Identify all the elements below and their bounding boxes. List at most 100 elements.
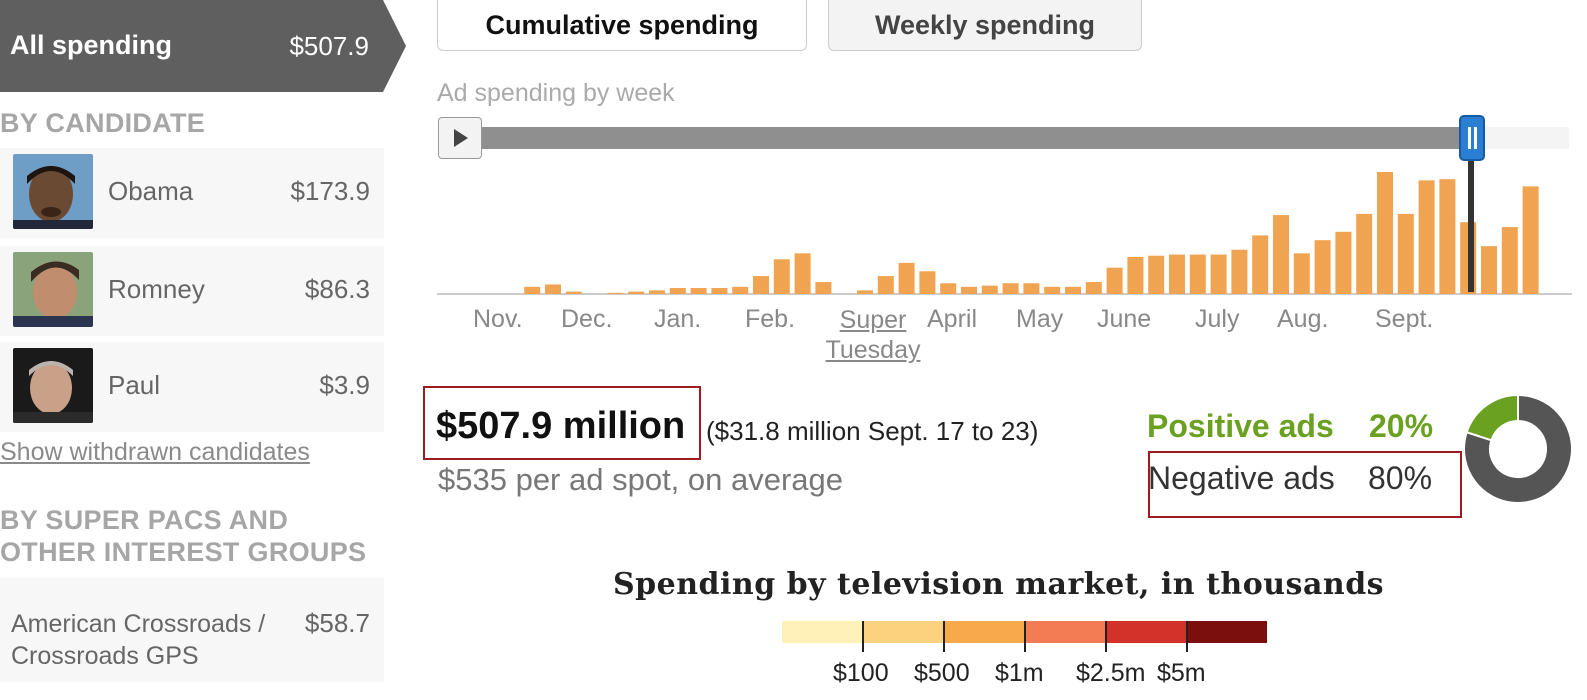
candidate-amount: $86.3 — [304, 274, 370, 304]
x-label-may: May — [1016, 305, 1064, 333]
tab-weekly-spending[interactable]: Weekly spending — [828, 0, 1142, 51]
week-bar — [1189, 254, 1206, 294]
week-bar — [690, 288, 707, 294]
week-bar — [1418, 180, 1435, 294]
candidate-name: Paul — [108, 370, 161, 400]
x-label-super-tuesday[interactable]: Super Tuesday — [825, 306, 921, 364]
group-amount: $58.7 — [304, 608, 370, 638]
legend-label: $500 — [914, 659, 970, 687]
candidate-row-paul[interactable]: Paul $3.9 — [0, 342, 384, 432]
all-spending-amount: $507.9 — [289, 31, 369, 61]
week-bar — [1023, 283, 1040, 294]
timeline-cursor — [1468, 160, 1474, 292]
x-label-feb: Feb. — [745, 305, 796, 333]
week-bar — [1106, 267, 1123, 294]
week-bar — [961, 286, 977, 294]
negative-highlight-box — [1148, 451, 1462, 518]
week-bar — [649, 290, 665, 294]
positive-ads-row: Positive ads 20% — [1147, 408, 1433, 445]
negative-slice — [1463, 393, 1573, 504]
week-bar — [1127, 256, 1144, 294]
play-button[interactable] — [438, 117, 482, 159]
legend-tick — [943, 621, 945, 652]
show-withdrawn-link[interactable]: Show withdrawn candidates — [0, 438, 310, 466]
week-bar — [919, 271, 936, 294]
all-spending-row[interactable]: All spending $507.9 — [0, 0, 406, 92]
tab-cumulative-spending[interactable]: Cumulative spending — [437, 0, 807, 51]
week-bar — [753, 276, 769, 294]
negative-ads-row: Negative ads 80% — [1148, 460, 1432, 497]
group-name: American Crossroads / Crossroads GPS — [11, 610, 266, 670]
x-label-nov: Nov. — [473, 305, 523, 333]
week-bar — [1314, 240, 1331, 294]
legend-tick — [1186, 621, 1188, 652]
legend-tick — [862, 621, 864, 652]
week-bar — [524, 286, 541, 294]
x-label-april: April — [927, 305, 978, 333]
x-label-dec: Dec. — [561, 305, 613, 333]
week-bar — [1522, 186, 1539, 294]
positive-ads-label: Positive ads — [1147, 408, 1334, 444]
x-label-june: June — [1097, 305, 1152, 333]
week-bar — [773, 259, 790, 294]
groups-heading-line1: BY SUPER PACS AND — [0, 505, 289, 535]
week-bar — [1065, 286, 1081, 294]
legend-swatch — [863, 621, 943, 643]
x-label-sept: Sept. — [1375, 305, 1434, 333]
weekly-spending-note: ($31.8 million Sept. 17 to 23) — [706, 416, 1039, 446]
total-spending: $507.9 million — [436, 405, 686, 447]
week-bar — [565, 291, 582, 294]
legend-swatch — [1106, 621, 1186, 643]
week-bar — [628, 291, 645, 294]
week-bar — [940, 283, 957, 294]
week-bar — [857, 290, 873, 294]
legend-label: $1m — [995, 659, 1044, 687]
positive-ads-pct: 20% — [1369, 408, 1434, 444]
legend-swatch — [1187, 621, 1267, 643]
obama-photo — [13, 154, 93, 229]
week-bar — [1481, 246, 1497, 294]
legend-tick — [1024, 621, 1026, 652]
candidate-amount: $3.9 — [319, 370, 370, 400]
week-bar — [732, 286, 749, 294]
candidate-amount: $173.9 — [290, 176, 370, 206]
timeline-handle[interactable] — [1459, 115, 1485, 161]
week-bar — [1002, 283, 1019, 294]
x-label-jan: Jan. — [654, 305, 702, 333]
timeline-track[interactable] — [482, 127, 1569, 149]
week-bar — [1356, 213, 1373, 294]
week-bar — [898, 262, 915, 294]
all-spending-label: All spending — [10, 30, 172, 60]
week-bar — [669, 288, 686, 294]
groups-heading-line2: OTHER INTEREST GROUPS — [0, 537, 367, 567]
week-bar — [794, 253, 811, 294]
group-row-american-crossroads[interactable]: American Crossroads / Crossroads GPS $58… — [0, 578, 384, 682]
week-bar — [981, 285, 998, 294]
legend-swatch — [782, 621, 862, 643]
week-bar — [1273, 215, 1289, 294]
week-bar — [877, 276, 894, 294]
week-bar — [1377, 172, 1393, 294]
week-bar — [1231, 249, 1248, 294]
x-label-aug: Aug. — [1277, 305, 1329, 333]
market-legend-title: Spending by television market, in thousa… — [613, 567, 1385, 602]
candidate-row-obama[interactable]: Obama $173.9 — [0, 148, 384, 238]
selected-arrow — [383, 0, 406, 92]
positive-slice — [1465, 393, 1519, 442]
candidate-row-romney[interactable]: Romney $86.3 — [0, 246, 384, 336]
week-bar — [1293, 253, 1310, 294]
paul-photo — [13, 348, 93, 423]
timeline-progress — [482, 127, 1483, 149]
week-bar — [1044, 286, 1061, 294]
legend-label: $2.5m — [1076, 659, 1146, 687]
week-bar — [1169, 254, 1185, 294]
week-bar — [1335, 231, 1352, 294]
week-bar — [1501, 227, 1518, 294]
tone-donut-chart — [1463, 393, 1573, 504]
by-candidate-heading: BY CANDIDATE — [0, 108, 206, 138]
week-bar — [1148, 255, 1165, 294]
legend-tick — [1105, 621, 1107, 652]
week-bar — [1397, 213, 1414, 294]
chart-subtitle: Ad spending by week — [437, 79, 675, 107]
weekly-spending-chart — [437, 172, 1572, 295]
